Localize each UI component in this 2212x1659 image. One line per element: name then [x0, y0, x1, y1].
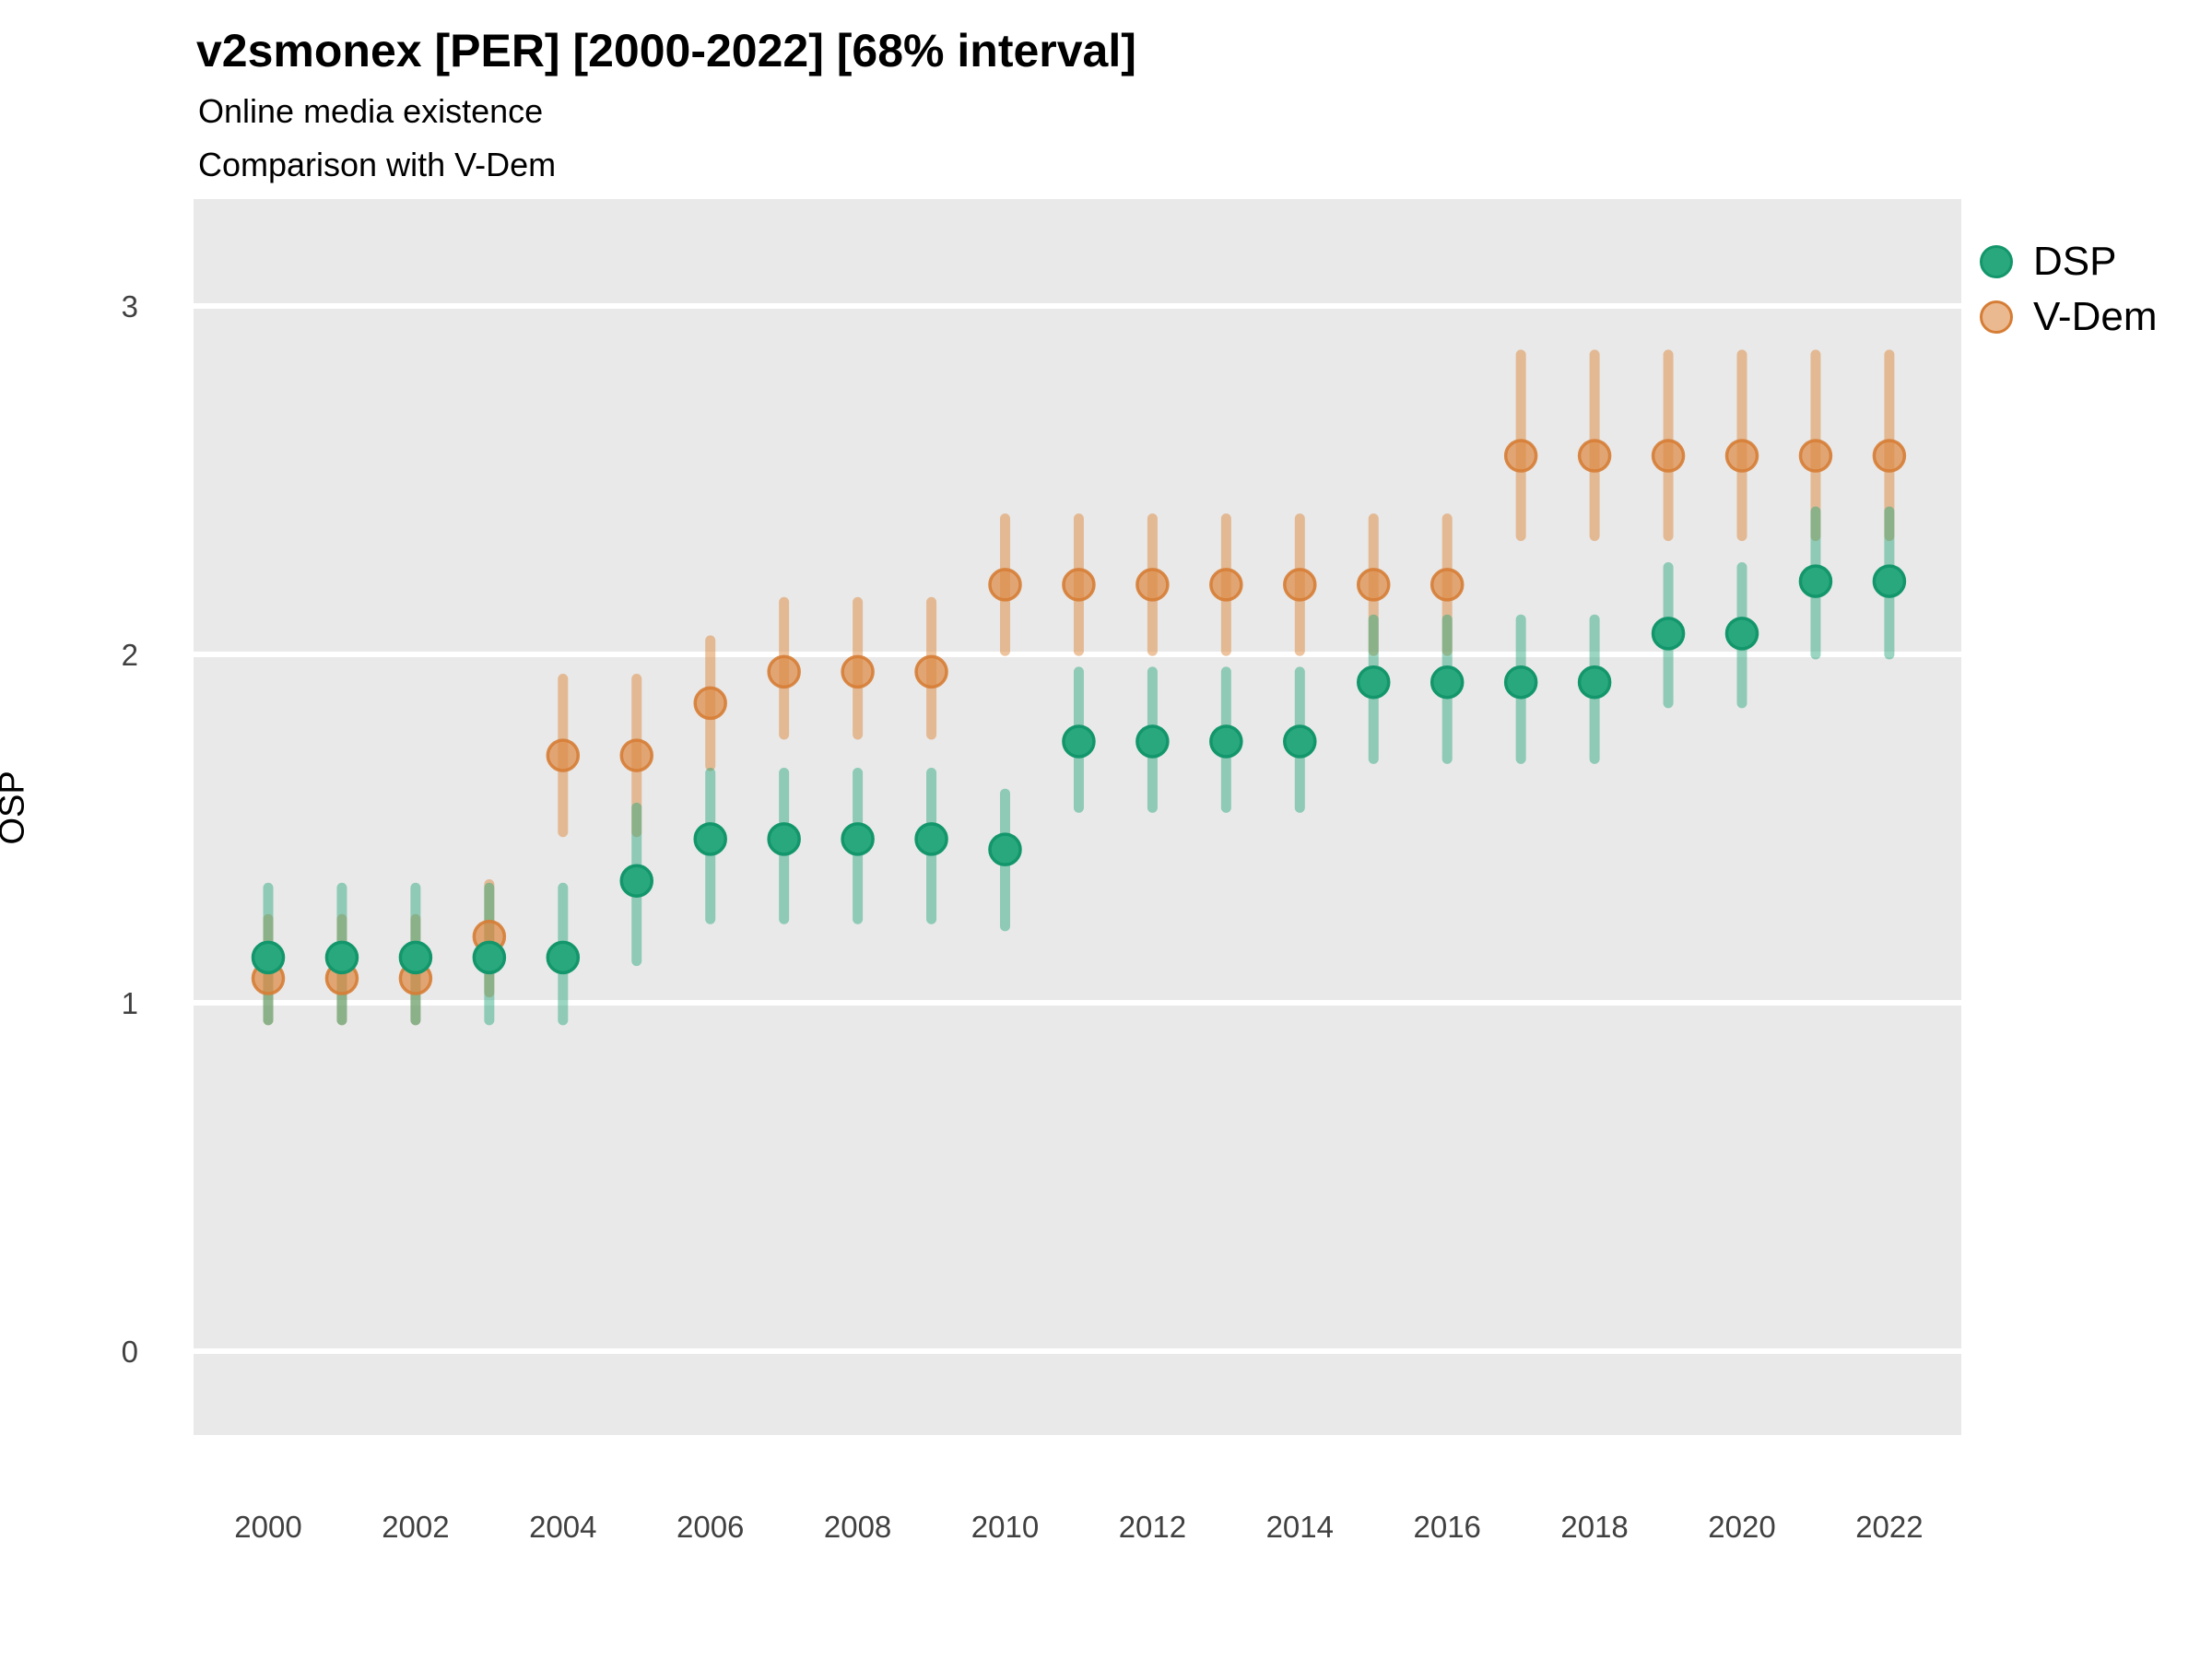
y-tick-label: 1	[122, 986, 138, 1020]
vdem-point-2004	[546, 738, 581, 772]
vdem-point-2017	[1503, 439, 1538, 473]
legend: DSP V-Dem	[1980, 241, 2157, 337]
vdem-point-2012	[1135, 568, 1170, 602]
vdem-point-2008	[841, 654, 875, 689]
vdem-point-2019	[1651, 439, 1686, 473]
plot-panel	[194, 199, 1961, 1435]
x-tick-label: 2014	[1266, 1510, 1334, 1544]
dsp-point-2012	[1135, 724, 1170, 759]
x-tick-label: 2020	[1708, 1510, 1775, 1544]
dsp-point-2014	[1283, 724, 1317, 759]
vdem-point-2016	[1430, 568, 1465, 602]
vdem-legend-label: V-Dem	[2033, 294, 2158, 339]
y-tick-label: 2	[122, 638, 138, 672]
dsp-point-2021	[1798, 564, 1833, 598]
dsp-point-2016	[1430, 665, 1465, 700]
x-tick-label: 2016	[1413, 1510, 1480, 1544]
dsp-point-2017	[1503, 665, 1538, 700]
vdem-point-2021	[1798, 439, 1833, 473]
dsp-legend-label: DSP	[2033, 239, 2117, 284]
dsp-point-2013	[1209, 724, 1243, 759]
vdem-point-2018	[1577, 439, 1612, 473]
x-tick-label: 2004	[529, 1510, 596, 1544]
dsp-point-2019	[1651, 617, 1686, 651]
dsp-point-2006	[693, 822, 727, 856]
x-tick-label: 2012	[1119, 1510, 1186, 1544]
legend-item-vdem: V-Dem	[1980, 297, 2157, 337]
dsp-point-2009	[914, 822, 948, 856]
vdem-point-2009	[914, 654, 948, 689]
legend-item-dsp: DSP	[1980, 241, 2157, 282]
dsp-point-2001	[324, 940, 359, 975]
dsp-legend-marker-icon	[1980, 245, 2013, 278]
vdem-point-2013	[1209, 568, 1243, 602]
y-tick-label: 0	[122, 1335, 138, 1369]
vdem-point-2010	[988, 568, 1022, 602]
vdem-point-2005	[619, 738, 653, 772]
dsp-point-2018	[1577, 665, 1612, 700]
x-tick-label: 2002	[382, 1510, 449, 1544]
chart-comparison-subtitle: Comparison with V-Dem	[198, 146, 557, 183]
chart-subtitle: Online media existence	[198, 92, 544, 130]
dsp-point-2004	[546, 940, 581, 975]
vdem-point-2007	[767, 654, 801, 689]
x-tick-label: 2008	[824, 1510, 891, 1544]
x-tick-label: 2010	[971, 1510, 1039, 1544]
x-tick-label: 2022	[1855, 1510, 1923, 1544]
x-tick-label: 2018	[1560, 1510, 1628, 1544]
dsp-point-2022	[1872, 564, 1907, 598]
y-tick-label: 3	[122, 289, 138, 324]
x-tick-label: 2000	[234, 1510, 301, 1544]
dsp-point-2007	[767, 822, 801, 856]
x-tick-label: 2006	[677, 1510, 744, 1544]
vdem-point-2015	[1357, 568, 1391, 602]
vdem-point-2020	[1724, 439, 1759, 473]
dsp-point-2005	[619, 864, 653, 898]
vdem-point-2006	[693, 686, 727, 721]
vdem-legend-marker-icon	[1980, 300, 2013, 334]
dsp-point-2002	[398, 940, 433, 975]
dsp-point-2003	[472, 940, 507, 975]
vdem-point-2022	[1872, 439, 1907, 473]
dsp-point-2015	[1357, 665, 1391, 700]
vdem-point-2011	[1062, 568, 1096, 602]
dsp-point-2020	[1724, 617, 1759, 651]
dsp-point-2011	[1062, 724, 1096, 759]
dsp-point-2010	[988, 832, 1022, 866]
dsp-point-2008	[841, 822, 875, 856]
chart-title: v2smonex [PER] [2000-2022] [68% interval…	[196, 25, 1136, 76]
dsp-point-2000	[251, 940, 286, 975]
vdem-point-2014	[1283, 568, 1317, 602]
